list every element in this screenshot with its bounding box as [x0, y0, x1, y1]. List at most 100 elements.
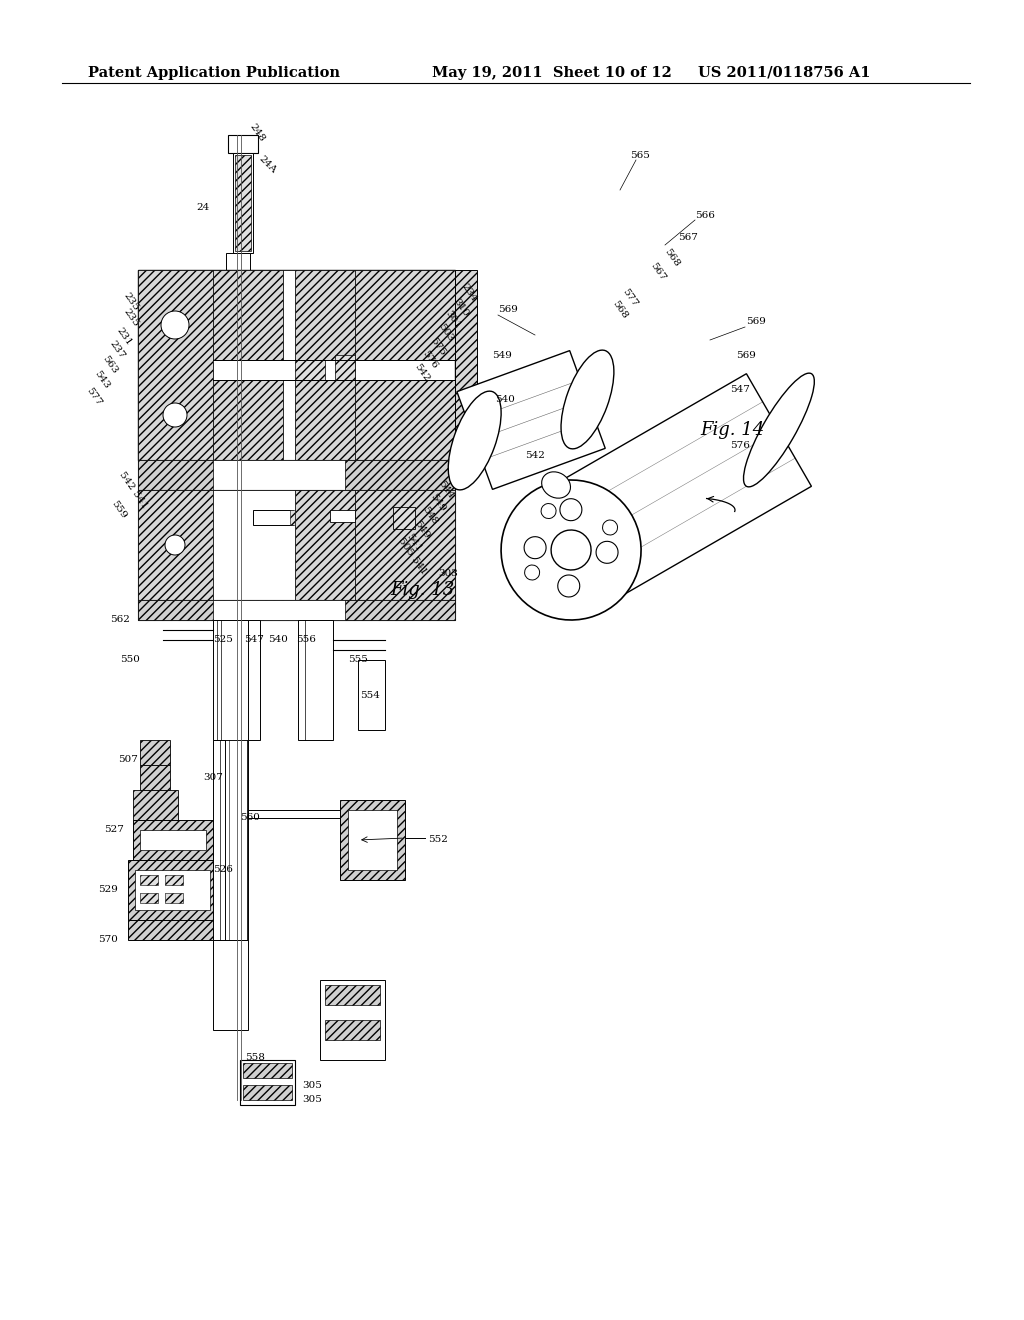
Text: 576: 576 [420, 350, 438, 371]
Bar [213, 620, 248, 741]
Text: 577: 577 [84, 387, 102, 408]
Bar [290, 510, 295, 525]
Bar [140, 741, 170, 766]
Text: 542 541: 542 541 [117, 470, 150, 511]
Text: 547: 547 [244, 635, 264, 644]
Text: May 19, 2011  Sheet 10 of 12: May 19, 2011 Sheet 10 of 12 [432, 66, 672, 81]
Text: 305: 305 [302, 1096, 322, 1105]
Bar [226, 253, 250, 308]
Ellipse shape [596, 541, 618, 564]
Text: 552: 552 [428, 836, 447, 845]
Text: 576: 576 [730, 441, 750, 450]
Bar [325, 985, 380, 1005]
Ellipse shape [501, 480, 641, 620]
Bar [138, 459, 455, 490]
Bar [133, 789, 178, 820]
Bar [128, 861, 218, 920]
Ellipse shape [541, 503, 556, 519]
Bar [548, 477, 564, 492]
Bar [355, 490, 455, 601]
Bar [393, 507, 415, 529]
Text: 560: 560 [240, 813, 260, 822]
Text: 548: 548 [420, 506, 438, 527]
Text: 569: 569 [736, 351, 756, 359]
Ellipse shape [524, 565, 540, 579]
Bar [243, 1063, 292, 1078]
Ellipse shape [542, 471, 570, 498]
Ellipse shape [536, 494, 606, 607]
Circle shape [165, 535, 185, 554]
Text: 505 541: 505 541 [396, 536, 428, 577]
Bar [135, 870, 210, 909]
Bar [340, 800, 406, 880]
Ellipse shape [561, 350, 613, 449]
Bar [248, 620, 260, 741]
Bar [138, 601, 455, 620]
Bar [213, 271, 283, 459]
Text: 563: 563 [100, 354, 119, 376]
Bar [138, 271, 455, 459]
Bar [138, 459, 455, 490]
Bar [330, 510, 355, 521]
Text: 565: 565 [630, 150, 650, 160]
Text: 525: 525 [213, 635, 232, 644]
Bar [455, 271, 477, 459]
Text: 526: 526 [213, 866, 232, 874]
Bar [283, 271, 295, 459]
Bar [140, 875, 158, 884]
Text: 234: 234 [460, 282, 479, 304]
Text: 542: 542 [525, 450, 545, 459]
Text: 554: 554 [360, 690, 380, 700]
Text: 310: 310 [452, 297, 471, 318]
Bar [138, 490, 213, 601]
Text: 231: 231 [115, 326, 134, 347]
Text: 558: 558 [245, 1052, 265, 1061]
Bar [243, 1085, 292, 1100]
Text: 527: 527 [104, 825, 124, 834]
Text: 567: 567 [648, 261, 667, 282]
Ellipse shape [449, 391, 501, 490]
Text: 569: 569 [746, 318, 766, 326]
Text: 568: 568 [610, 300, 629, 321]
Text: 507: 507 [118, 755, 138, 764]
Bar [295, 490, 355, 601]
Text: 542: 542 [412, 362, 431, 384]
Text: 567: 567 [678, 234, 698, 243]
Text: 235: 235 [122, 292, 140, 313]
Text: 529: 529 [98, 886, 118, 895]
Text: 235: 235 [122, 308, 140, 329]
Text: 549: 549 [428, 492, 446, 513]
Text: 303: 303 [438, 569, 458, 578]
Bar [138, 271, 213, 459]
Text: 547: 547 [730, 385, 750, 395]
Bar [225, 741, 247, 940]
Text: 549: 549 [412, 519, 431, 541]
Bar [335, 355, 355, 380]
Bar [355, 380, 455, 459]
Ellipse shape [602, 520, 617, 535]
Bar [355, 271, 455, 360]
Bar [138, 601, 455, 620]
Ellipse shape [558, 576, 580, 597]
Bar [140, 830, 206, 850]
Text: 575: 575 [428, 337, 446, 358]
Text: 568: 568 [662, 247, 681, 269]
Text: 307: 307 [203, 774, 223, 783]
Bar [295, 360, 325, 380]
Bar [233, 153, 253, 253]
Text: 549: 549 [492, 351, 512, 359]
Bar [138, 490, 455, 601]
Text: 305: 305 [302, 1081, 322, 1089]
Text: 566: 566 [695, 210, 715, 219]
Text: US 2011/0118756 A1: US 2011/0118756 A1 [698, 66, 870, 81]
Bar [213, 741, 248, 940]
Bar [298, 620, 333, 741]
Text: 550: 550 [120, 656, 140, 664]
Ellipse shape [743, 374, 814, 487]
Text: 24A: 24A [257, 154, 279, 176]
Text: 569: 569 [498, 305, 518, 314]
Bar [319, 979, 385, 1060]
Bar [165, 894, 183, 903]
Polygon shape [539, 374, 811, 606]
Text: Patent Application Publication: Patent Application Publication [88, 66, 340, 81]
